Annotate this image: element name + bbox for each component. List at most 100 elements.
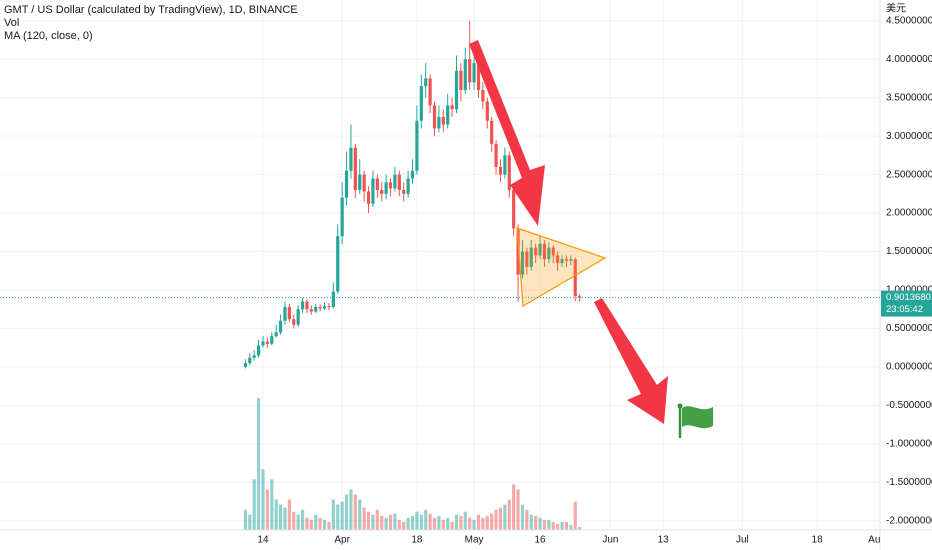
candle-body (340, 197, 344, 237)
candle-body (529, 247, 533, 267)
indicator-label: Vol (4, 17, 19, 29)
candle-body (314, 306, 318, 312)
candle-body (344, 170, 349, 198)
volume-bar (362, 507, 366, 530)
candle-body (547, 247, 551, 260)
volume-bar (371, 514, 375, 530)
candle-body (305, 301, 309, 310)
candle-body (564, 259, 569, 261)
candle-body (573, 259, 577, 297)
volume-bar (402, 521, 406, 530)
candle-body (468, 59, 472, 83)
grid (0, 0, 880, 530)
candle-body (560, 259, 564, 264)
triangle-pattern (516, 227, 607, 308)
candle-body (358, 174, 362, 190)
candle-body (481, 90, 485, 102)
volume-pane (243, 398, 582, 530)
candle-body (336, 236, 340, 292)
volume-bar (375, 509, 379, 530)
volume-bar (265, 489, 269, 530)
candle-body (402, 190, 406, 194)
candle-body (503, 155, 507, 175)
volume-bar (340, 501, 344, 530)
volume-bar (314, 514, 318, 530)
volume-bar (472, 519, 476, 530)
volume-bar (564, 521, 569, 530)
candle-body (248, 357, 252, 364)
volume-bar (450, 521, 454, 530)
volume-bar (344, 494, 349, 530)
volume-bar (415, 511, 419, 530)
volume-bar (274, 499, 278, 530)
x-tick-label: Jul (736, 535, 749, 546)
candle-body (463, 59, 467, 90)
candle-body (476, 63, 481, 90)
candle-body (283, 306, 287, 321)
candle-body (494, 143, 498, 167)
candle-body (270, 336, 274, 344)
candle-body (450, 105, 454, 110)
candle-body (578, 296, 582, 298)
candle-body (551, 247, 555, 256)
volume-bar (252, 479, 256, 530)
candle-body (371, 178, 375, 204)
volume-bar (534, 515, 538, 530)
candle-body (406, 178, 410, 194)
volume-bar (309, 519, 313, 530)
candle-body (569, 259, 573, 261)
volume-bar (296, 514, 300, 530)
candle-body (419, 86, 423, 121)
candle-body (393, 174, 397, 189)
candle-body (525, 251, 529, 267)
volume-bar (437, 515, 441, 530)
volume-bar (336, 504, 340, 530)
volume-bar (419, 514, 423, 530)
candle-body (353, 147, 357, 190)
x-tick-label: 18 (411, 535, 423, 546)
candle-body (441, 116, 445, 125)
currency-label: 美元 (886, 2, 906, 15)
volume-bar (270, 479, 274, 530)
volume-bar (547, 519, 551, 530)
candle-body (296, 309, 300, 325)
candle-body (397, 174, 401, 190)
last-price-box (881, 290, 932, 317)
volume-bar (503, 504, 507, 530)
flag-knob (677, 403, 683, 409)
green-flag (682, 406, 713, 429)
candle-body (384, 182, 388, 194)
candle-body (415, 120, 419, 171)
volume-bar (578, 526, 582, 530)
last-price-label: 0.90136801 (886, 292, 932, 303)
volume-bar (278, 504, 283, 530)
x-tick-label: Au (868, 535, 880, 546)
volume-bar (463, 511, 467, 530)
volume-bar (388, 514, 393, 530)
volume-bar (322, 519, 327, 530)
candle-body (490, 120, 494, 144)
red-arrow (469, 40, 545, 226)
candle-body (472, 63, 476, 83)
candle-body (437, 116, 441, 129)
volume-bar (446, 517, 450, 530)
volume-bar (256, 398, 261, 530)
volume-bar (380, 515, 384, 530)
x-tick-label: 16 (534, 535, 546, 546)
volume-bar (507, 499, 511, 530)
volume-bar (300, 509, 305, 530)
candle-body (362, 174, 366, 192)
candle-body (252, 355, 256, 358)
x-tick-label: 13 (658, 535, 670, 546)
